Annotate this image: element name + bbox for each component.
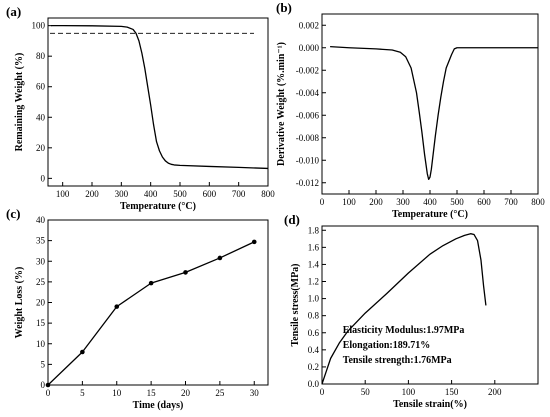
y-tick-label: -0.006: [296, 110, 320, 120]
y-tick-label: 20: [36, 143, 46, 153]
y-tick-label: 1.8: [308, 225, 320, 235]
y-tick-label: 1.2: [308, 277, 319, 287]
y-tick-label: 0.0: [308, 379, 320, 389]
panel-label: (a): [6, 4, 21, 19]
x-tick-label: 400: [423, 197, 437, 207]
y-tick-label: 35: [36, 236, 46, 246]
x-tick-label: 300: [115, 189, 129, 199]
panel-label: (d): [284, 212, 300, 227]
y-tick-label: -0.002: [296, 65, 319, 75]
data-point: [45, 382, 51, 388]
series-line: [321, 233, 487, 385]
panel-d: 0 50 100 150 200 0.0 0.2 0.4 0.6 0.8 1.0 1.2 1.4 1.6 1…: [284, 212, 539, 410]
x-axis-title: Tensile strain(%): [393, 399, 467, 410]
x-tick-label: 200: [369, 197, 383, 207]
panel-label: (c): [6, 206, 20, 221]
data-point: [183, 270, 188, 275]
y-tick-label: 0.4: [308, 345, 320, 355]
y-tick-label: 0.8: [308, 311, 320, 321]
y-tick-label: 0.002: [299, 20, 319, 30]
y-tick-label: 0.000: [299, 43, 320, 53]
y-tick-label: -0.004: [296, 88, 320, 98]
y-tick-label: 5: [41, 359, 46, 369]
y-tick-label: 60: [36, 82, 46, 92]
x-tick-label: 100: [56, 189, 70, 199]
x-tick-label: 0: [320, 387, 325, 397]
plot-frame: [47, 219, 269, 386]
y-tick-label: 100: [32, 21, 46, 31]
annotation-text: Elongation:189.71%: [343, 340, 431, 351]
plot-frame: [321, 225, 539, 385]
panel-c: 0 5 10 15 20 25 30 0 5 10 15 20 25 30 35 40 Time (days) W…: [6, 206, 269, 411]
y-tick-label: 0.2: [308, 362, 319, 372]
panel-b: 0 100 200 300 400 500 600 700 800 0.002 0.000 -0.00…: [276, 0, 545, 220]
x-tick-label: 400: [144, 189, 158, 199]
y-axis-title: Tensile stress(MPa): [290, 263, 301, 346]
data-point: [217, 255, 223, 261]
x-tick-label: 300: [396, 197, 410, 207]
series-line: [47, 241, 255, 386]
y-tick-label: 0: [41, 380, 46, 390]
y-tick-label: -0.010: [296, 155, 320, 165]
x-axis-title: Temperature (°C): [392, 209, 468, 220]
x-tick-label: 800: [531, 197, 545, 207]
y-tick-label: 0.6: [308, 328, 320, 338]
y-axis-title: Weight Loss (%): [14, 267, 25, 339]
data-point: [114, 304, 120, 309]
plot-frame: [47, 17, 269, 187]
y-tick-label: 40: [36, 112, 46, 122]
x-tick-label: 600: [477, 197, 491, 207]
x-axis-title: Time (days): [133, 400, 184, 411]
y-tick-label: 0: [41, 173, 46, 183]
x-tick-label: 100: [402, 387, 416, 397]
series-line: [50, 24, 269, 170]
x-tick-label: 500: [450, 197, 464, 207]
y-tick-label: 25: [36, 277, 46, 287]
x-tick-label: 700: [504, 197, 518, 207]
x-tick-label: 0: [46, 388, 51, 398]
x-tick-label: 200: [488, 387, 502, 397]
x-tick-label: 5: [80, 388, 85, 398]
x-tick-label: 500: [173, 189, 187, 199]
y-tick-label: 1.6: [308, 242, 320, 252]
data-point: [80, 349, 85, 355]
y-tick-label: 80: [36, 51, 46, 61]
panel-label: (b): [276, 0, 292, 15]
y-tick-label: -0.012: [296, 178, 319, 188]
y-tick-label: 15: [36, 318, 46, 328]
y-tick-label: 1.4: [308, 259, 320, 269]
x-tick-label: 150: [445, 387, 459, 397]
y-axis-title: Derivative Weight (%.min⁻¹): [276, 42, 287, 166]
series-line: [330, 45, 538, 181]
x-tick-label: 30: [250, 388, 260, 398]
x-tick-label: 100: [342, 197, 356, 207]
y-tick-label: -0.008: [296, 133, 320, 143]
y-tick-label: 10: [36, 339, 46, 349]
x-tick-label: 15: [147, 388, 157, 398]
y-tick-label: 30: [36, 256, 46, 266]
plot-frame: [321, 13, 539, 195]
x-tick-label: 800: [261, 189, 275, 199]
data-point: [148, 280, 154, 286]
x-tick-label: 25: [215, 388, 225, 398]
y-axis-title: Remaining Weight (%): [14, 53, 25, 152]
annotation-text: Elasticity Modulus:1.97MPa: [343, 325, 465, 336]
x-tick-label: 700: [232, 189, 246, 199]
x-tick-label: 200: [85, 189, 99, 199]
y-tick-label: 1.0: [308, 294, 320, 304]
x-axis-title: Temperature (°C): [120, 201, 196, 212]
annotation-text: Tensile strength:1.76MPa: [343, 355, 452, 366]
x-tick-label: 600: [203, 189, 217, 199]
x-tick-label: 50: [361, 387, 371, 397]
panel-a: 100 200 300 400 500 600 700 800 0 20 40 60 80 100 Temp…: [6, 4, 275, 212]
data-point: [251, 239, 257, 245]
x-tick-label: 10: [112, 388, 122, 398]
y-tick-label: 40: [36, 215, 46, 225]
y-tick-label: 20: [36, 298, 46, 308]
x-tick-label: 20: [181, 388, 191, 398]
x-tick-label: 0: [320, 197, 325, 207]
